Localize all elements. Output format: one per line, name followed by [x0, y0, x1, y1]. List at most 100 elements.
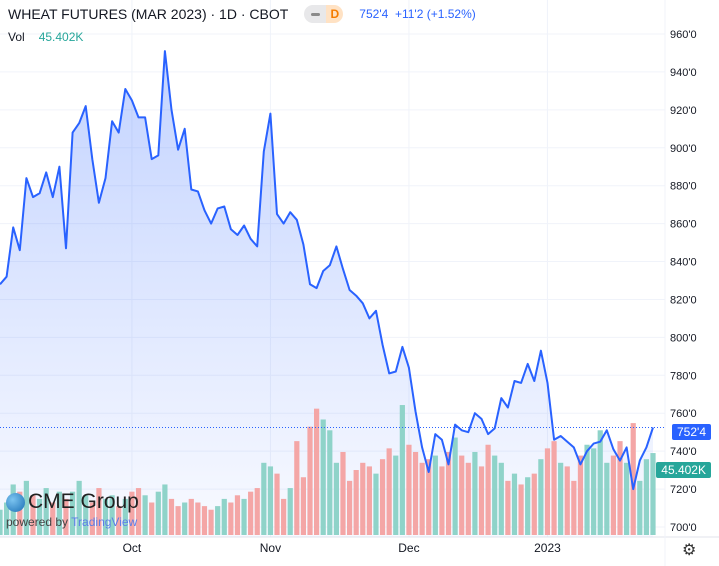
last-price: 752'4: [359, 7, 389, 21]
volume-bar: [3, 502, 10, 535]
volume-bar: [102, 498, 109, 535]
volume-bar: [135, 488, 142, 535]
volume-bar: [43, 488, 49, 535]
volume-bar: [188, 498, 194, 535]
x-tick-label: 2023: [534, 541, 561, 555]
volume-bar: [478, 466, 485, 535]
settings-gear-icon[interactable]: ⚙: [682, 542, 697, 559]
volume-bar: [287, 488, 293, 535]
volume-bar: [551, 441, 557, 535]
volume-bar: [221, 498, 227, 535]
symbol-title[interactable]: WHEAT FUTURES (MAR 2023) · 1D · CBOT: [8, 6, 289, 22]
volume-bar: [162, 484, 168, 535]
volume-bar: [267, 466, 274, 535]
volume-bar: [175, 506, 181, 535]
globe-icon: [6, 492, 25, 512]
y-tick-label: 860'0: [670, 219, 697, 231]
volume-bar: [485, 444, 491, 535]
volume-bar: [564, 466, 570, 535]
volume-bar: [327, 430, 333, 535]
volume-bar: [195, 502, 201, 535]
volume-bar: [558, 462, 564, 535]
volume-bar: [168, 498, 175, 535]
y-tick-label: 840'0: [670, 257, 697, 269]
volume-bar: [122, 498, 128, 535]
volume-bar: [591, 448, 597, 535]
y-tick-label: 960'0: [670, 29, 697, 41]
volume-bar: [432, 455, 438, 535]
volume-bar: [340, 451, 346, 535]
tradingview-link[interactable]: TradingView: [71, 515, 138, 529]
volume-tag: 45.402K: [656, 462, 711, 478]
volume-bar: [294, 441, 300, 535]
volume-bar: [624, 462, 630, 535]
volume-bar: [538, 459, 544, 535]
volume-bar: [597, 430, 603, 535]
volume-bar: [89, 502, 95, 535]
volume-bar: [228, 502, 234, 535]
y-tick-label: 920'0: [670, 105, 697, 117]
volume-bar: [617, 441, 623, 535]
volume-bar: [498, 462, 504, 535]
volume-bar: [426, 459, 432, 535]
price-area: [0, 51, 653, 537]
volume-bar: [492, 455, 498, 535]
volume-bar: [56, 491, 62, 535]
volume-bar: [379, 459, 386, 535]
volume-bar: [23, 480, 29, 535]
volume-bar: [531, 473, 537, 535]
y-tick-label: 800'0: [670, 332, 697, 344]
volume-bar: [116, 506, 122, 535]
volume-bar: [439, 466, 445, 535]
volume-bar: [69, 491, 76, 535]
volume-bar: [386, 448, 392, 535]
volume-bar: [525, 477, 531, 535]
volume-bar: [544, 448, 551, 535]
y-tick-label: 700'0: [670, 522, 697, 534]
x-tick-label: Dec: [398, 541, 419, 555]
volume-label: Vol: [8, 30, 25, 44]
volume-bar: [650, 453, 656, 535]
cme-logo[interactable]: CME Group powered by TradingView: [6, 490, 139, 529]
volume-bar: [30, 495, 36, 535]
y-tick-label: 720'0: [670, 484, 697, 496]
y-tick-label: 760'0: [670, 408, 697, 420]
volume-bar: [208, 509, 214, 535]
volume-bar: [76, 480, 82, 535]
chart-header: WHEAT FUTURES (MAR 2023) · 1D · CBOT D 7…: [8, 5, 476, 23]
volume-bar: [366, 466, 372, 535]
volume-bar: [419, 462, 425, 535]
volume-bar: [50, 502, 56, 535]
y-tick-label: 940'0: [670, 67, 697, 79]
volume-bar: [109, 495, 115, 535]
volume-bar: [373, 473, 379, 535]
volume-bar: [465, 462, 471, 535]
volume-bar: [577, 455, 584, 535]
volume-bar: [393, 455, 399, 535]
interval-badge[interactable]: D: [304, 5, 344, 23]
volume-bar: [346, 480, 353, 535]
volume-bar: [274, 473, 280, 535]
volume-bar: [472, 451, 478, 535]
volume-bar: [452, 437, 458, 535]
minimize-icon[interactable]: [304, 5, 327, 23]
volume-bar: [281, 498, 287, 535]
volume-bar: [353, 470, 359, 535]
volume-bar: [610, 455, 617, 535]
volume-bar: [360, 462, 366, 535]
price-line: [0, 50, 654, 491]
volume-bar: [254, 488, 260, 535]
volume-bar: [129, 491, 135, 535]
y-tick-label: 900'0: [670, 143, 697, 155]
volume-bar: [584, 444, 590, 535]
volume-bar: [505, 480, 511, 535]
volume-bar: [149, 502, 155, 535]
price-tag: 752'4: [672, 424, 711, 440]
volume-bar: [201, 506, 208, 535]
volume-bar: [248, 491, 254, 535]
volume-bar: [234, 495, 241, 535]
volume-bar: [511, 473, 518, 535]
y-tick-label: 820'0: [670, 294, 697, 306]
volume-bar: [320, 419, 326, 535]
